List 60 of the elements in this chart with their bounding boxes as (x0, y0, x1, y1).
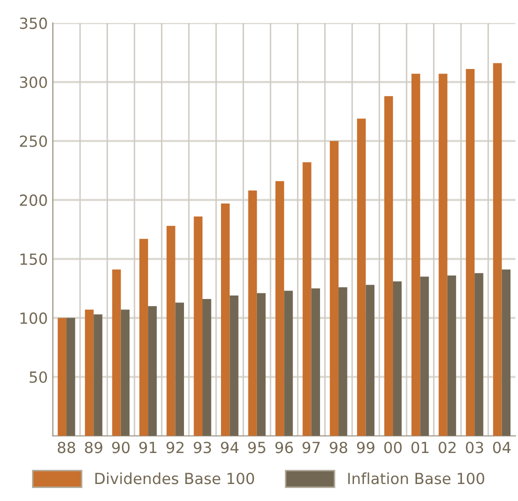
bar (311, 288, 320, 436)
bar (84, 310, 94, 436)
x-tick-label: 89 (84, 442, 102, 454)
bar (58, 318, 66, 436)
x-tick-label: 02 (438, 442, 456, 454)
bar (474, 273, 484, 436)
bar (366, 284, 374, 436)
bar (438, 74, 448, 436)
bar (284, 290, 293, 436)
bar (502, 270, 511, 436)
bar (194, 216, 202, 436)
y-tick-label: 350 (20, 18, 47, 30)
y-tick-label: 50 (30, 371, 47, 383)
bar (230, 296, 238, 436)
bar (202, 299, 212, 436)
bar (330, 140, 339, 436)
bar (493, 63, 502, 436)
x-tick-label: 91 (139, 442, 156, 454)
bar (466, 69, 475, 436)
bar (248, 190, 257, 436)
bar (447, 275, 456, 436)
x-tick-label: 90 (112, 442, 130, 454)
bar (166, 226, 176, 436)
x-tick-label: 00 (384, 442, 402, 454)
x-tick-label: 94 (220, 442, 239, 454)
x-tick-label: 99 (356, 442, 374, 454)
x-tick-label: 97 (302, 442, 320, 454)
bar (220, 204, 230, 436)
bar (139, 238, 148, 436)
bar (256, 293, 266, 436)
bar (357, 118, 366, 436)
bar (275, 181, 284, 436)
bar (94, 314, 102, 436)
bar (120, 310, 130, 436)
bar (420, 276, 429, 436)
y-tick-label: 100 (20, 312, 47, 324)
bar (384, 96, 393, 436)
x-tick-label: 93 (194, 442, 211, 454)
y-tick-label: 250 (20, 135, 47, 148)
bar (148, 306, 157, 436)
y-tick-label: 300 (20, 76, 47, 88)
legend-label: Inflation Base 100 (348, 472, 484, 484)
x-tick-label: 96 (275, 442, 293, 454)
bar (411, 74, 420, 436)
y-tick-label: 200 (20, 194, 47, 206)
bar (112, 270, 121, 436)
x-tick-label: 01 (411, 442, 428, 454)
x-tick-label: 04 (493, 442, 511, 454)
x-tick-label: 88 (58, 442, 76, 454)
x-tick-label: 03 (466, 442, 484, 454)
bar (66, 318, 76, 436)
legend-label: Dividendes Base 100 (95, 472, 254, 484)
bar (392, 281, 402, 436)
x-tick-label: 98 (330, 442, 348, 454)
bar (338, 287, 348, 436)
bar (302, 162, 312, 436)
bar (175, 302, 184, 436)
y-tick-label: 150 (20, 253, 47, 265)
x-tick-label: 92 (166, 442, 184, 454)
x-tick-label: 95 (248, 442, 266, 454)
